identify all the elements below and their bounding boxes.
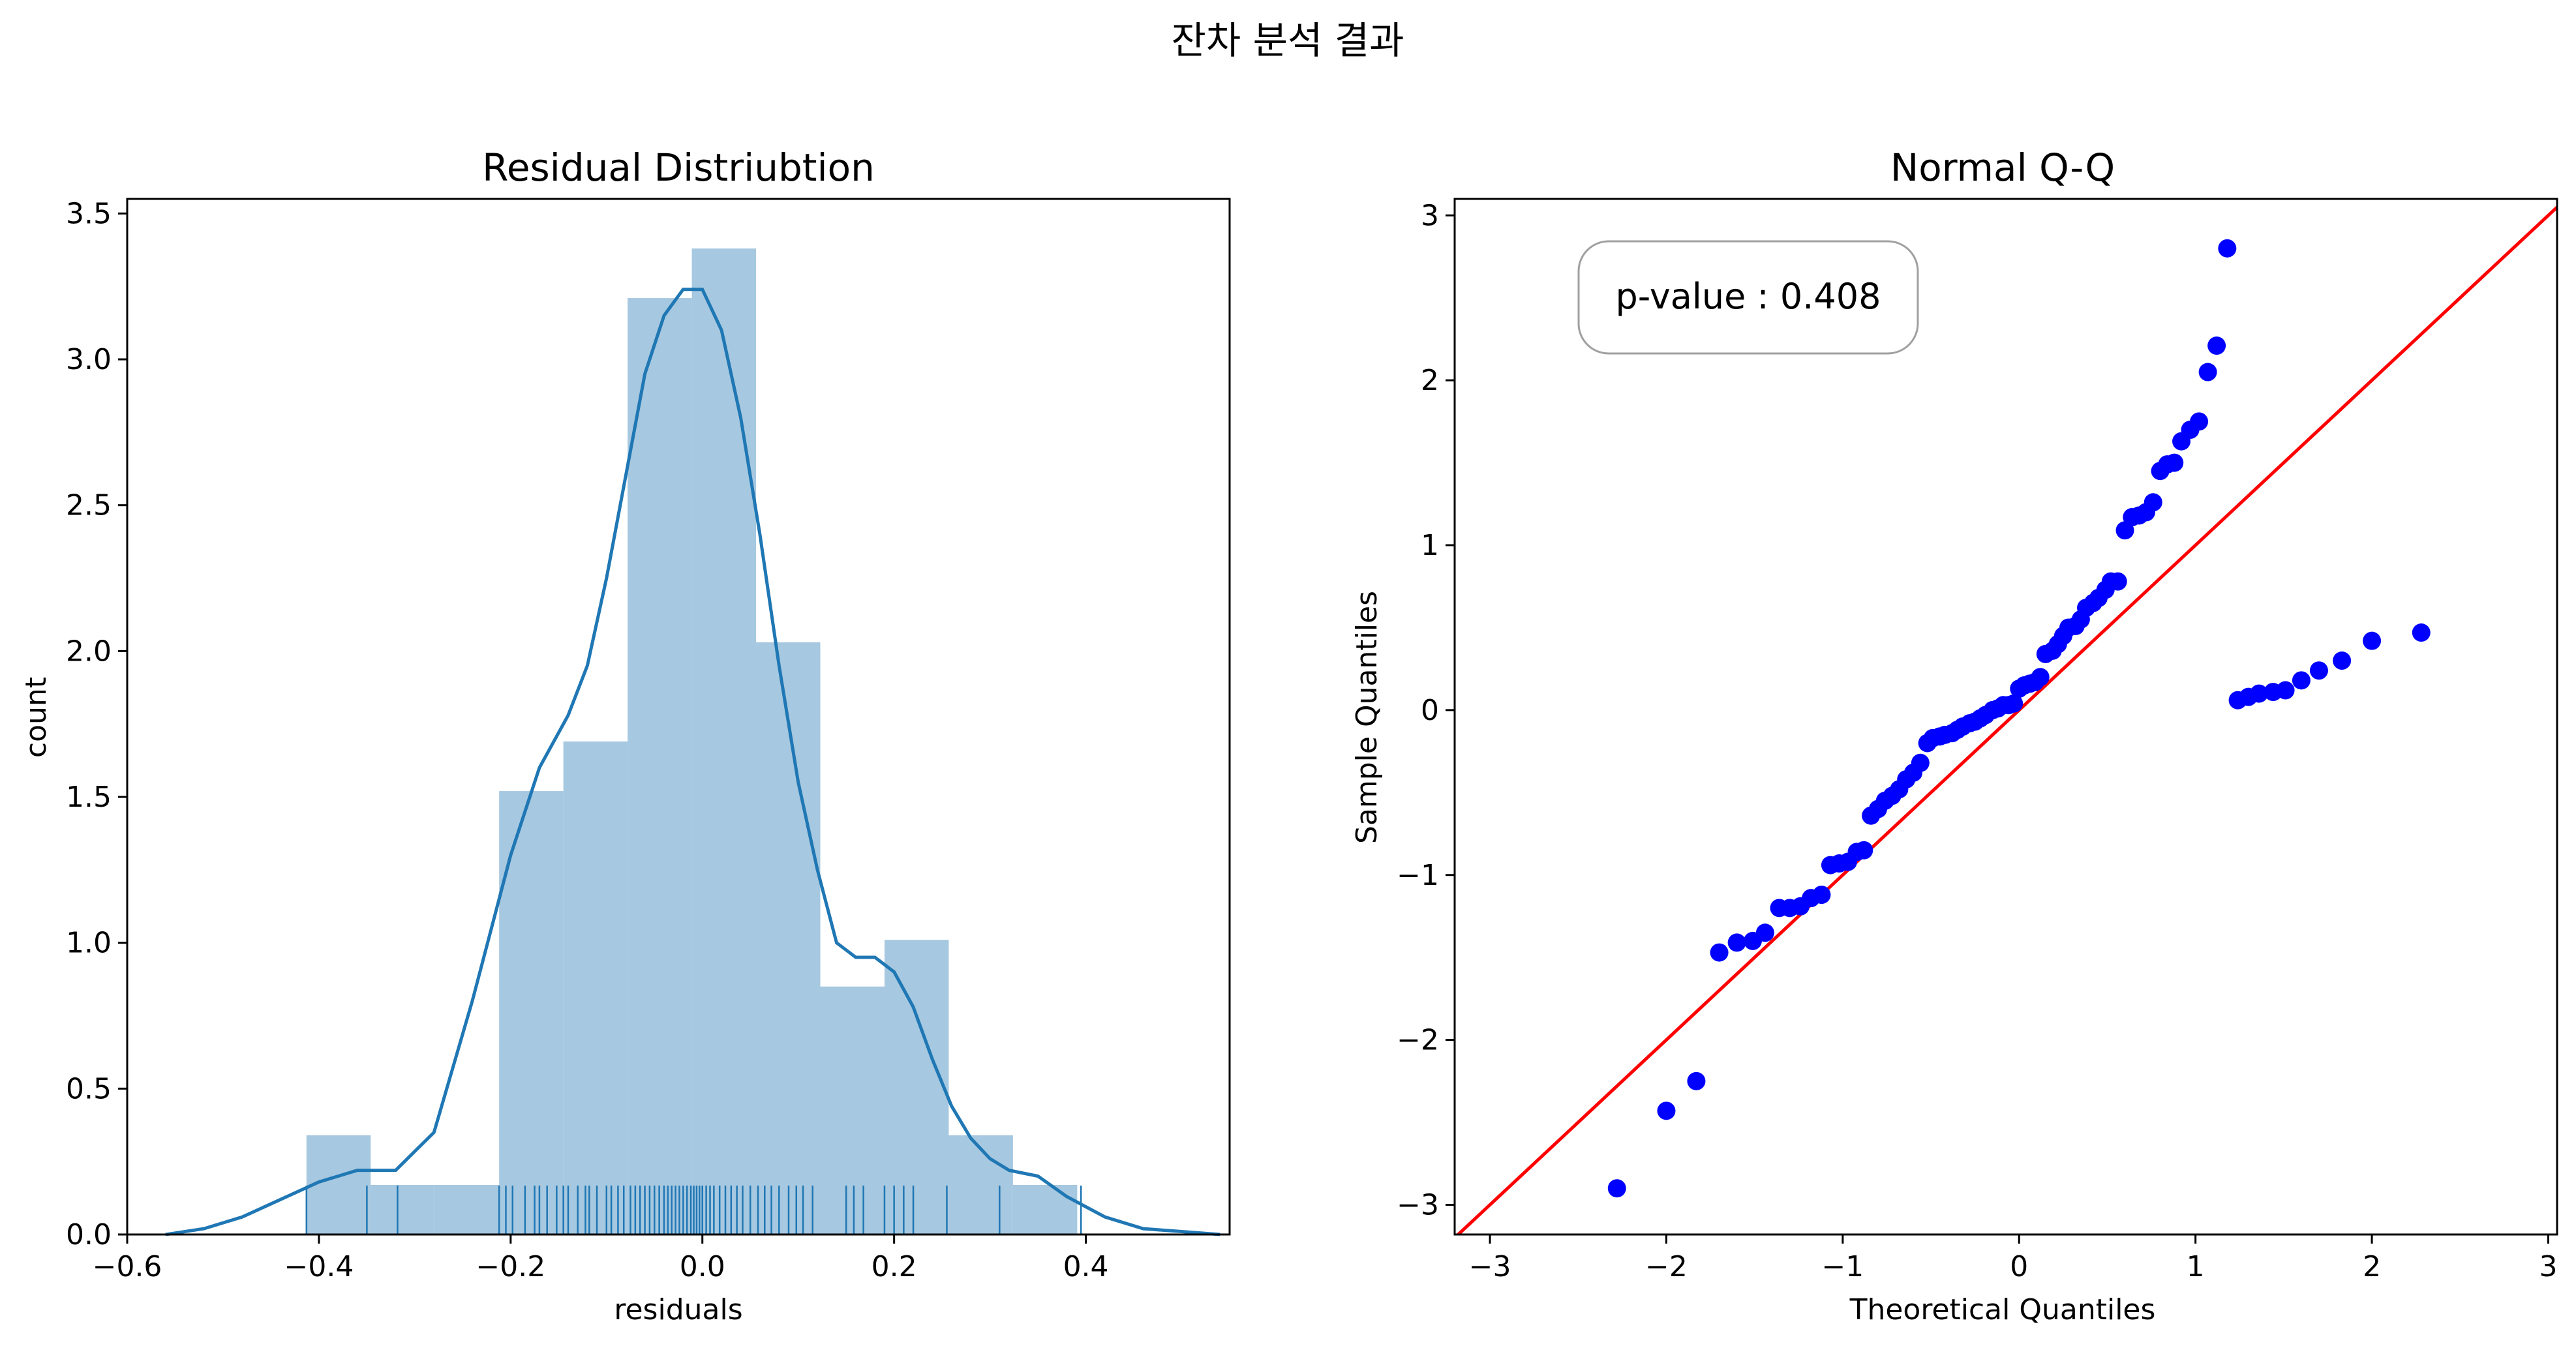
histogram-xtick-label-1: −0.4 xyxy=(284,1250,354,1283)
histogram-bar-6 xyxy=(691,248,757,1235)
histogram-ytick-label-3: 1.5 xyxy=(66,781,112,814)
qq-xlabel: Theoretical Quantiles xyxy=(1849,1293,2156,1326)
qq-point-11 xyxy=(1812,886,1831,905)
histogram-y-ticks: 0.0 0.5 1.0 1.5 2.0 2.5 3.0 3.5 xyxy=(66,197,127,1251)
histogram-ytick-label-5: 2.5 xyxy=(66,489,112,522)
histogram-ytick-label-0: 0.0 xyxy=(66,1218,112,1251)
qq-point-77 xyxy=(2276,681,2295,700)
qq-point-6 xyxy=(1755,923,1774,942)
qq-xtick-label-2: −1 xyxy=(1821,1250,1864,1283)
histogram-frame xyxy=(126,198,1231,1236)
qq-point-71 xyxy=(2207,336,2226,355)
qq-xtick-label-0: −3 xyxy=(1469,1250,1511,1283)
histogram-axes: Residual Distriubtion −0.6 −0.4 −0.2 0.0 0.2… xyxy=(20,145,1231,1326)
qq-point-82 xyxy=(2412,623,2431,642)
qq-point-72 xyxy=(2218,239,2237,258)
histogram-title: Residual Distriubtion xyxy=(482,145,875,190)
p-value-annotation: p-value : 0.408 xyxy=(1616,276,1881,317)
histogram-xlabel: residuals xyxy=(614,1293,742,1326)
qq-point-40 xyxy=(2005,694,2023,713)
figure-suptitle: 잔차 분석 결과 xyxy=(1171,18,1404,63)
qq-ytick-label-0: −3 xyxy=(1397,1188,1439,1221)
qq-point-70 xyxy=(2198,363,2217,381)
qq-points xyxy=(1607,239,2431,1198)
qq-xtick-label-4: 1 xyxy=(2187,1250,2205,1283)
rug-marks xyxy=(305,1186,1082,1234)
qq-point-1 xyxy=(1657,1101,1676,1120)
histogram-bar-2 xyxy=(434,1184,500,1234)
qq-ytick-label-4: 1 xyxy=(1421,529,1439,562)
qq-point-79 xyxy=(2309,661,2328,680)
histogram-bar-0 xyxy=(306,1135,371,1234)
qq-xtick-label-5: 2 xyxy=(2363,1250,2381,1283)
qq-point-69 xyxy=(2190,412,2209,431)
histogram-bar-10 xyxy=(948,1135,1013,1234)
qq-point-63 xyxy=(2144,493,2162,512)
histogram-bar-11 xyxy=(1012,1184,1078,1234)
histogram-bar-1 xyxy=(371,1184,435,1234)
histogram-xtick-label-5: 0.4 xyxy=(1063,1250,1109,1283)
qq-point-2 xyxy=(1687,1071,1706,1090)
qq-ytick-label-3: 0 xyxy=(1421,694,1439,727)
histogram-ytick-label-4: 2.0 xyxy=(66,635,112,668)
qq-frame xyxy=(1453,198,2558,1236)
histogram-ylabel: count xyxy=(20,677,53,758)
qq-point-81 xyxy=(2363,631,2382,650)
qq-title: Normal Q-Q xyxy=(1890,145,2115,190)
qq-point-45 xyxy=(2031,668,2050,687)
qq-point-80 xyxy=(2333,651,2352,670)
qq-point-66 xyxy=(2165,453,2184,472)
histogram-ytick-label-7: 3.5 xyxy=(66,197,112,230)
qq-point-75 xyxy=(2250,684,2269,703)
qq-ytick-label-6: 3 xyxy=(1421,199,1439,232)
qq-ytick-label-2: −1 xyxy=(1397,859,1439,892)
histogram-bar-9 xyxy=(884,940,949,1234)
histogram-bar-5 xyxy=(628,298,692,1235)
qq-point-0 xyxy=(1607,1179,1626,1198)
qq-point-24 xyxy=(1911,753,1930,772)
qq-xtick-label-3: 0 xyxy=(2010,1250,2028,1283)
qq-ytick-label-5: 2 xyxy=(1421,364,1439,397)
qq-ytick-label-1: −2 xyxy=(1397,1024,1439,1057)
kde-curve xyxy=(165,288,1220,1236)
qq-ylabel: Sample Quantiles xyxy=(1350,591,1384,844)
histogram-bar-7 xyxy=(756,642,821,1234)
histogram-xtick-label-2: −0.2 xyxy=(476,1250,545,1283)
histogram-bar-4 xyxy=(563,741,628,1234)
qq-point-4 xyxy=(1727,933,1746,952)
qq-x-ticks: −3 −2 −1 0 1 2 3 xyxy=(1469,1234,2557,1283)
histogram-xtick-label-3: 0.0 xyxy=(680,1250,725,1283)
reference-line xyxy=(1457,205,2558,1236)
qq-y-ticks: −3 −2 −1 0 1 2 3 xyxy=(1397,199,1455,1221)
p-value-box xyxy=(1577,240,1919,355)
qq-point-58 xyxy=(2108,572,2127,591)
histogram-ytick-label-1: 0.5 xyxy=(66,1072,112,1105)
histogram-bar-3 xyxy=(499,791,564,1234)
histogram-ytick-label-2: 1.0 xyxy=(66,927,112,960)
qq-xtick-label-6: 3 xyxy=(2539,1250,2557,1283)
histogram-bar-8 xyxy=(820,986,885,1234)
qq-point-16 xyxy=(1855,841,1873,860)
qq-xtick-label-1: −2 xyxy=(1645,1250,1688,1283)
histogram-ytick-label-6: 3.0 xyxy=(66,343,112,376)
qq-point-3 xyxy=(1710,943,1729,962)
histogram-xtick-label-0: −0.6 xyxy=(93,1250,162,1283)
qq-point-78 xyxy=(2292,671,2311,690)
histogram-bars xyxy=(306,248,1078,1235)
qq-axes: Normal Q-Q −3 −2 −1 0 1 2 3 −3 −2 −1 0 1 2 3 Theoret… xyxy=(1350,145,2558,1326)
histogram-xtick-label-4: 0.2 xyxy=(871,1250,917,1283)
histogram-x-ticks: −0.6 −0.4 −0.2 0.0 0.2 0.4 xyxy=(93,1234,1109,1283)
